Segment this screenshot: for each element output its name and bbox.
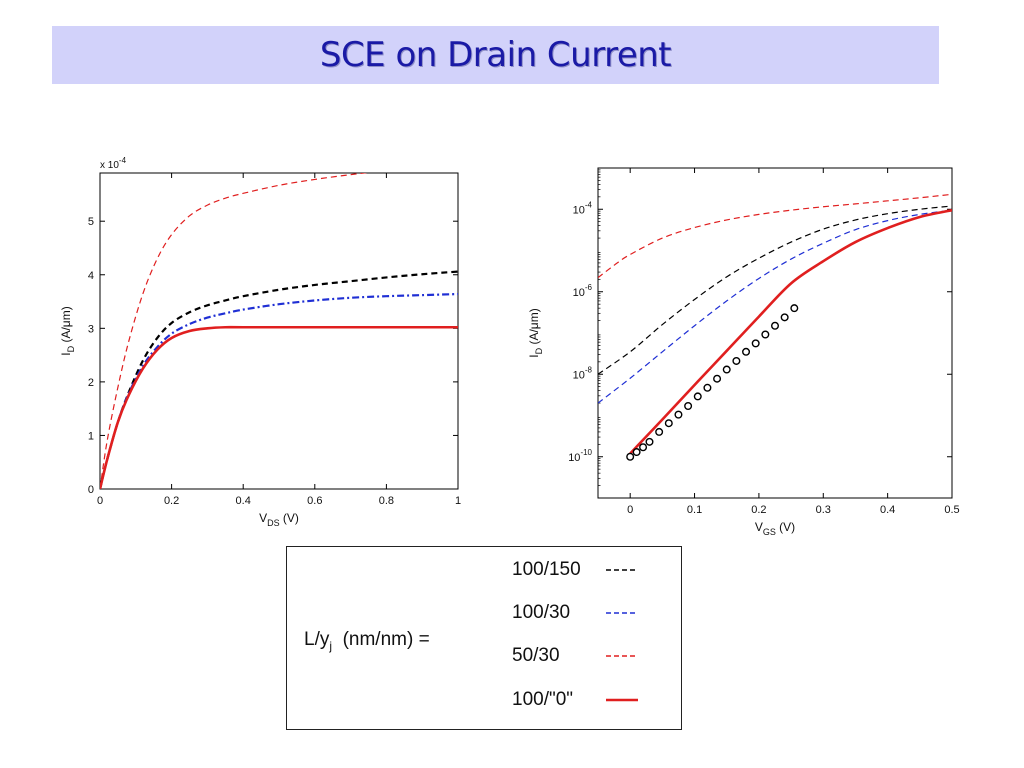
x-axis-label: VDS (V): [259, 511, 299, 528]
data-point-marker: [693, 392, 702, 401]
y-axis-label: ID (A/μm): [59, 306, 76, 355]
legend-entry: 100/"0": [512, 689, 640, 711]
series-line-2: [598, 209, 952, 404]
series-group: [598, 193, 952, 461]
legend-swatch: [606, 655, 638, 657]
data-point-marker: [732, 356, 741, 365]
x-tick-label: 0.3: [816, 504, 831, 516]
data-point-marker: [761, 330, 770, 339]
legend-entry: 50/30: [512, 645, 640, 667]
legend-entry: 100/150: [512, 559, 640, 581]
series-line-3: [100, 325, 458, 489]
data-point-marker: [780, 313, 789, 322]
data-point-marker: [664, 419, 673, 428]
legend-entry-label: 50/30: [512, 645, 560, 666]
legend-swatch: [606, 569, 638, 571]
x-tick-label: 0.6: [307, 495, 322, 507]
data-point-marker: [645, 437, 654, 446]
x-tick-label: 0.5: [944, 504, 959, 516]
y-tick-label: 0: [88, 484, 94, 496]
y-tick-label: 10-10: [568, 448, 592, 464]
x-tick-label: 0.1: [687, 504, 702, 516]
chart-id-vgs-log: 0 0.1 0.2 0.3 0.4 0.5 10-10 10-8 10-6 10-4 VGS (V)…: [527, 167, 960, 537]
x-tick-label: 0: [97, 495, 103, 507]
plot-frame: [99, 172, 459, 490]
x-tick-label: 0.2: [751, 504, 766, 516]
data-point-marker: [684, 401, 693, 410]
y-tick-label: 10-6: [573, 283, 593, 299]
legend-entry-label: 100/150: [512, 559, 581, 580]
x-axis-label: VGS (V): [755, 520, 795, 537]
data-point-marker: [722, 365, 731, 374]
x-tick-label: 0: [627, 504, 633, 516]
y-tick-label: 5: [88, 216, 94, 228]
series-line-0: [100, 173, 369, 489]
data-point-marker: [703, 383, 712, 392]
y-exponent-label: x 10-4: [100, 156, 127, 171]
legend-entry-label: 100/30: [512, 602, 571, 623]
x-tick-label: 0.8: [379, 495, 394, 507]
y-tick-label: 10-8: [573, 365, 593, 381]
y-tick-label: 10-4: [573, 200, 593, 216]
series-line-0: [598, 193, 952, 279]
legend-box: L/yj (nm/nm) = 100/150 100/30 50/30 100/"0": [286, 546, 682, 730]
x-tick-label: 0.4: [880, 504, 895, 516]
title-bar: SCE on Drain Current: [52, 26, 939, 84]
y-axis-label: ID (A/μm): [527, 308, 544, 357]
x-tick-label: 0.4: [236, 495, 251, 507]
y-tick-label: 2: [88, 377, 94, 389]
legend-swatch: [606, 612, 638, 614]
x-tick-label: 1: [455, 495, 461, 507]
data-point-marker: [632, 448, 641, 457]
plot-frame: [597, 167, 953, 499]
x-tick-label: 0.2: [164, 495, 179, 507]
series-line-3: [629, 208, 952, 455]
chart-id-vds: 0 0.2 0.4 0.6 0.8 1 0 1 2 3 4 5 x 10-4 VDS (V) ID (A/μ…: [59, 156, 461, 528]
data-point-marker: [674, 410, 683, 419]
y-tick-label: 4: [88, 270, 94, 282]
data-point-marker: [742, 347, 751, 356]
data-point-marker: [751, 339, 760, 348]
data-point-marker: [655, 427, 664, 436]
y-tick-label: 3: [88, 323, 94, 335]
legend-entry-label: 100/"0": [512, 689, 574, 710]
slide-title: SCE on Drain Current: [319, 35, 672, 75]
data-point-marker: [639, 443, 648, 452]
legend-entry: 100/30: [512, 602, 640, 624]
data-point-marker: [626, 452, 635, 461]
y-tick-label: 1: [88, 430, 94, 442]
data-point-marker: [770, 321, 779, 330]
legend-swatch: [606, 698, 638, 702]
data-point-marker: [790, 304, 799, 313]
data-point-marker: [713, 374, 722, 383]
legend-prefix: L/yj (nm/nm) =: [304, 629, 430, 653]
series-group: [100, 173, 458, 489]
